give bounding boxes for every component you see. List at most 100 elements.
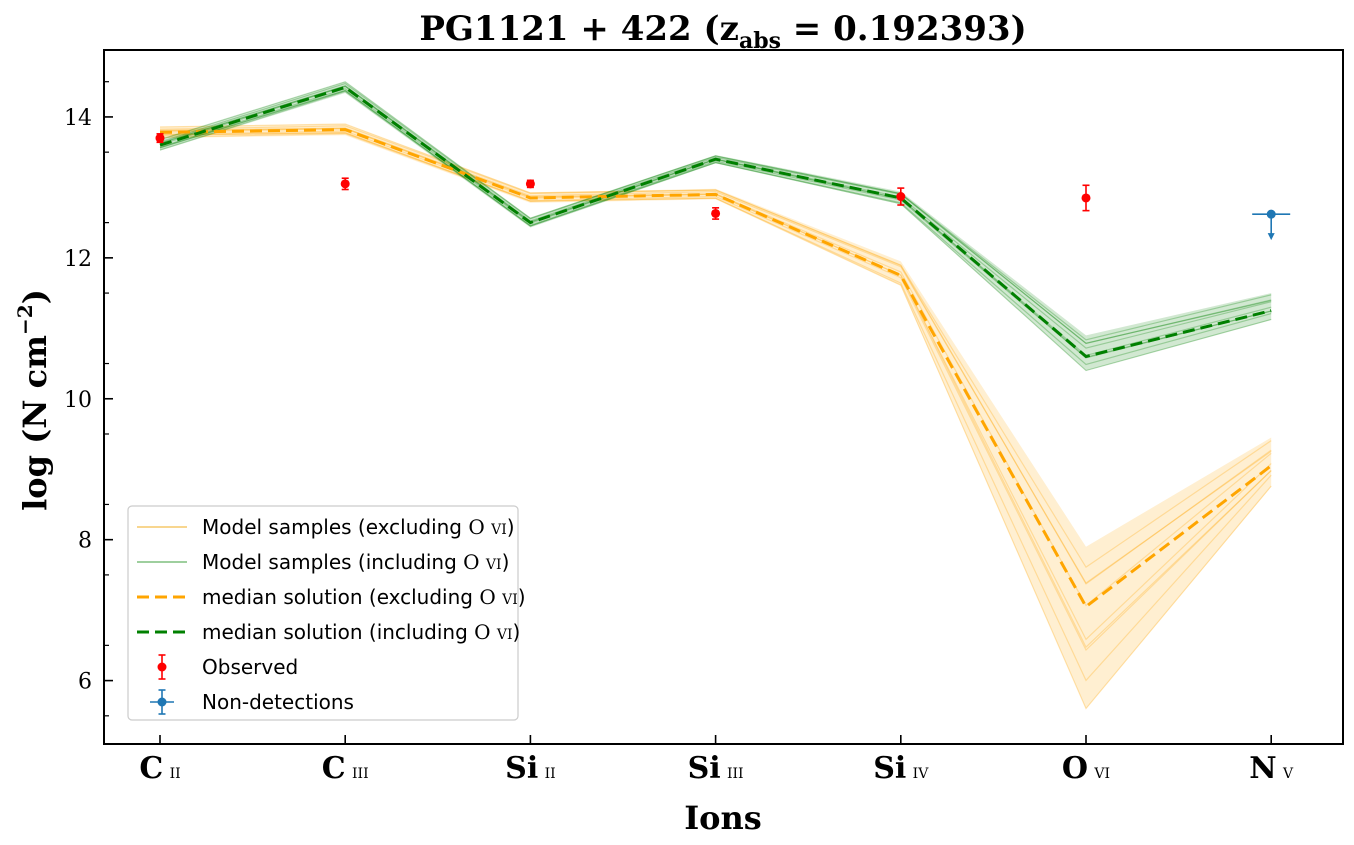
x-tick-label-element: Si (505, 751, 538, 786)
legend-label-ion: vi (480, 550, 502, 574)
median-lines (159, 85, 1273, 609)
legend-label: Non-detections (202, 690, 354, 714)
legend-label: Model samples (excluding O vi) (202, 515, 515, 539)
sample-line (159, 90, 1272, 372)
legend-label-text: median solution (excluding (202, 585, 479, 609)
chart-title-subscript: abs (739, 28, 781, 54)
y-tick-label: 14 (64, 106, 92, 131)
x-tick-label: C ii (139, 751, 180, 786)
observed-point (896, 187, 906, 206)
observed-marker (525, 179, 535, 189)
chart-title-rest: = 0.192393) (781, 9, 1027, 49)
x-tick-label-ion: ii (163, 759, 180, 783)
sample-line (159, 127, 1272, 584)
legend-item: Observed (157, 654, 298, 680)
x-tick-label-element: C (322, 751, 346, 786)
x-tick-label-element: Si (688, 751, 721, 786)
data-points (155, 133, 1291, 241)
legend-label: Model samples (including O vi) (202, 550, 509, 574)
x-tick-label-ion: v (1277, 759, 1294, 783)
x-tick-label: Si iii (688, 751, 744, 786)
observed-marker (155, 133, 165, 143)
observed-marker (896, 192, 906, 202)
legend-item: Model samples (excluding O vi) (137, 515, 515, 539)
x-tick-label-element: N (1249, 751, 1276, 786)
y-tick-label: 10 (64, 388, 92, 413)
chart-title: PG1121 + 422 (zabs = 0.192393) (419, 9, 1026, 54)
legend-label-element: O (479, 585, 495, 609)
median-line-1 (159, 85, 1272, 359)
sample-line (159, 132, 1272, 652)
legend-box (127, 505, 519, 721)
legend-label-end: ) (502, 550, 510, 574)
observed-point (340, 177, 350, 191)
sample-line (159, 82, 1272, 345)
sample-line (159, 133, 1272, 710)
upper-limit-arrow (1267, 233, 1275, 241)
x-tick-label-ion: iii (721, 759, 744, 783)
non-detection-marker (1266, 209, 1276, 219)
legend-label-ion: vi (496, 585, 518, 609)
x-tick-label-ion: iii (346, 759, 369, 783)
y-tick-label: 6 (78, 670, 92, 695)
x-tick-label: O vi (1062, 751, 1110, 786)
y-tick-label: 12 (64, 247, 92, 272)
x-tick-label-element: C (139, 751, 163, 786)
y-axis-label-close: ) (16, 289, 54, 304)
plot-frame (103, 49, 1344, 745)
x-tick-label: Si iv (873, 751, 929, 786)
legend-label-element: O (468, 515, 484, 539)
y-axis-label-main: log (N cm (16, 335, 54, 511)
legend-label-end: ) (518, 585, 526, 609)
legend-label-text: Observed (202, 655, 298, 679)
observed-marker (1081, 193, 1091, 203)
sample-line (159, 81, 1272, 341)
legend-label-element: O (463, 550, 479, 574)
sample-line (159, 125, 1272, 585)
legend-label-element: O (474, 620, 490, 644)
y-axis-label-superscript: −2 (13, 304, 37, 335)
median-line-0 (159, 128, 1273, 609)
legend-item: Non-detections (150, 689, 354, 715)
legend-swatch-marker (157, 697, 167, 707)
sample-line (159, 89, 1272, 366)
observed-marker (711, 208, 721, 218)
legend-label-ion: vi (485, 515, 507, 539)
legend-item: median solution (including O vi) (137, 620, 520, 644)
x-tick-label-ion: vi (1088, 759, 1110, 783)
x-tick-label-ion: iv (906, 759, 929, 783)
y-axis-label: log (N cm−2) (13, 289, 54, 511)
sample-line (159, 123, 1272, 569)
chart-title-main: PG1121 + 422 (z (419, 9, 739, 49)
legend-item: Model samples (including O vi) (137, 550, 509, 574)
observed-point (1081, 184, 1091, 212)
legend-label: median solution (excluding O vi) (202, 585, 526, 609)
x-tick-label: Si ii (505, 751, 555, 786)
sample-line (159, 85, 1272, 344)
x-tick-label-element: Si (873, 751, 906, 786)
x-tick-label-ion: ii (538, 759, 555, 783)
legend-label-ion: vi (491, 620, 513, 644)
legend-label-text: Model samples (including (202, 550, 463, 574)
legend: Model samples (excluding O vi)Model samp… (127, 505, 526, 721)
observed-point (711, 207, 721, 220)
legend-item: median solution (excluding O vi) (137, 585, 526, 609)
y-tick-label: 8 (78, 529, 92, 554)
legend-label-text: Non-detections (202, 690, 354, 714)
legend-label-text: Model samples (excluding (202, 515, 468, 539)
legend-label-end: ) (507, 515, 515, 539)
legend-swatch-marker (157, 662, 167, 672)
x-axis-label: Ions (684, 799, 762, 837)
x-tick-label: N v (1249, 751, 1294, 786)
non-detection-point (1252, 209, 1291, 241)
observed-point (155, 133, 165, 144)
observed-point (525, 179, 535, 189)
x-tick-label-element: O (1062, 751, 1088, 786)
titles: PG1121 + 422 (zabs = 0.192393) Ions log (N… (13, 9, 1027, 837)
observed-marker (340, 179, 350, 189)
legend-label-end: ) (513, 620, 521, 644)
x-tick-label: C iii (322, 751, 369, 786)
sample-line (159, 132, 1272, 682)
